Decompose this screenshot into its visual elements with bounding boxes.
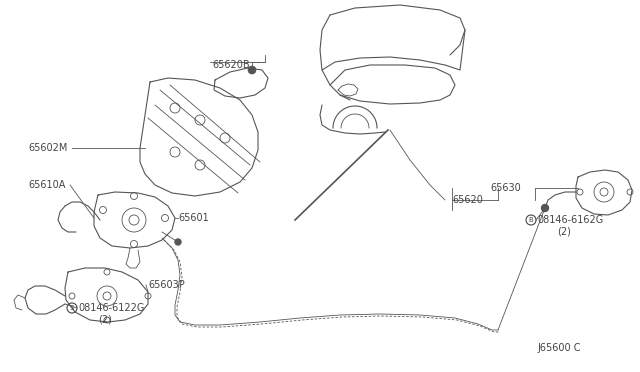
- Text: 65601: 65601: [178, 213, 209, 223]
- Text: (2): (2): [98, 315, 112, 325]
- Text: 65610A: 65610A: [28, 180, 65, 190]
- Circle shape: [541, 205, 548, 212]
- Text: 65620B: 65620B: [212, 60, 250, 70]
- Text: S: S: [70, 305, 74, 311]
- Text: J65600 C: J65600 C: [537, 343, 580, 353]
- Text: 65620: 65620: [452, 195, 483, 205]
- Text: 65602M: 65602M: [28, 143, 67, 153]
- Text: B: B: [529, 217, 533, 223]
- Circle shape: [248, 66, 256, 74]
- Circle shape: [67, 303, 77, 313]
- Text: 65603P: 65603P: [148, 280, 185, 290]
- Text: 08146-6122G: 08146-6122G: [78, 303, 145, 313]
- Text: 65630: 65630: [490, 183, 521, 193]
- Circle shape: [526, 215, 536, 225]
- Text: 08146-6162G: 08146-6162G: [537, 215, 604, 225]
- Text: (2): (2): [557, 227, 571, 237]
- Circle shape: [175, 239, 181, 245]
